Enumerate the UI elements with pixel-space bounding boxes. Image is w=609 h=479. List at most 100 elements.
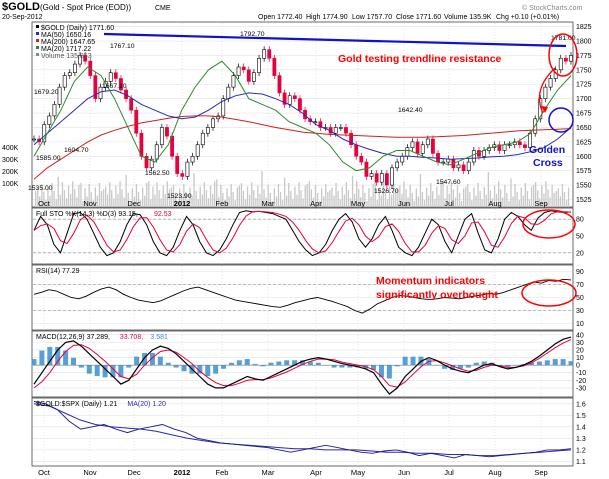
volume-bar	[421, 192, 424, 207]
volume-bar	[537, 190, 539, 207]
y-tick-label: -10	[576, 370, 586, 377]
macd-histogram-bar	[386, 365, 392, 379]
legend-swatch	[36, 25, 39, 28]
volume-bar	[47, 187, 49, 207]
candle-body	[548, 78, 553, 88]
volume-bar	[481, 199, 483, 207]
volume-bar	[473, 187, 475, 207]
macd-histogram-bar	[544, 360, 550, 366]
macd-histogram-bar	[126, 365, 132, 368]
volume-bar	[218, 197, 220, 207]
volume-bar	[467, 183, 469, 207]
volume-bar	[170, 187, 173, 207]
volume-bar	[45, 200, 47, 207]
annotation-overbought: significantly overbought	[376, 289, 498, 301]
legend-swatch	[36, 46, 39, 49]
rsi-line	[33, 278, 572, 314]
macd-histogram-bar	[426, 359, 432, 366]
legend-entry: 92.53	[154, 211, 172, 218]
volume-bar	[63, 190, 66, 207]
volume-bar	[98, 183, 101, 207]
arrow-head	[541, 106, 548, 113]
volume-bar	[242, 191, 245, 207]
volume-bar	[504, 184, 506, 207]
candle-body	[344, 127, 348, 134]
volume-bar	[498, 181, 500, 207]
y-tick-label: 10	[576, 355, 584, 362]
macd-histogram-bar	[481, 361, 487, 366]
legend-swatch	[36, 53, 39, 56]
volume-bar	[557, 188, 559, 207]
annotations: Gold testing trendline resistance Golden…	[103, 32, 578, 307]
macd-histogram-bar	[63, 350, 69, 366]
ma200-line	[33, 115, 572, 180]
macd-line	[33, 336, 572, 395]
candle-body	[431, 138, 435, 154]
legend-entry: MA(200) 1647.65	[41, 39, 95, 46]
volume-bar	[306, 183, 308, 207]
volume-bar	[259, 193, 261, 207]
month-label-top: Feb	[216, 199, 229, 208]
volume-bar	[82, 201, 84, 207]
volume-bar	[506, 192, 508, 207]
volume-bar	[137, 192, 140, 207]
volume-bar	[281, 200, 284, 207]
volume-bar	[177, 201, 179, 207]
volume-bar	[288, 183, 290, 207]
rsi-overbought-circle	[521, 279, 577, 307]
y-tick-label: 1725	[576, 82, 592, 89]
volume-bar	[510, 178, 512, 207]
symbol-label: $GOLD	[2, 1, 40, 13]
y-tick-label: 1650	[576, 125, 592, 132]
volume-bar	[514, 183, 516, 207]
y-tick-label: 80	[576, 217, 584, 224]
candle-body	[231, 75, 236, 88]
resistance-trendline	[103, 32, 567, 48]
price-callout: 1604.70	[64, 147, 89, 154]
volume-bar	[226, 188, 228, 207]
candle-body	[211, 118, 215, 128]
candle-body	[390, 167, 394, 186]
candle-body	[558, 58, 563, 71]
volume-bar	[133, 196, 136, 207]
macd-histogram-bar	[410, 356, 416, 366]
candle-body	[78, 55, 82, 65]
y-tick-label: 1.6	[576, 401, 586, 408]
volume-bar	[228, 196, 230, 207]
candle-body	[502, 144, 507, 151]
volume-value: Volume 135.9K	[444, 14, 492, 21]
legend-entry: 33.708,	[120, 334, 143, 341]
close-value: Close 1771.60	[396, 14, 441, 21]
macd-histogram-bar	[315, 362, 321, 366]
volume-bar	[547, 189, 549, 207]
y-tick-label: 1.4	[576, 424, 586, 431]
candle-body	[298, 98, 302, 111]
macd-histogram-bar	[276, 361, 282, 366]
sto-k-line	[33, 210, 572, 257]
candle-body	[175, 155, 180, 174]
candle-body	[420, 144, 425, 154]
macd-histogram-bar	[378, 365, 384, 378]
candle-body	[73, 63, 77, 74]
candle-body	[252, 72, 256, 82]
month-label-bottom: Feb	[216, 468, 229, 477]
volume-bar	[127, 192, 129, 207]
y-tick-label: 1675	[576, 111, 592, 118]
volume-bar	[152, 186, 154, 207]
volume-bar	[207, 198, 210, 207]
candle-body	[333, 127, 338, 134]
macd-histogram-bar	[47, 346, 53, 366]
y-tick-label: -20	[576, 378, 586, 385]
volume-bar	[269, 192, 271, 207]
macd-histogram-bar	[560, 359, 566, 366]
macd-histogram-bar	[552, 359, 558, 366]
macd-histogram-bar	[102, 365, 108, 378]
volume-bar	[209, 185, 212, 207]
volume-bar	[465, 186, 467, 207]
macd-histogram-bar	[94, 365, 100, 377]
volume-bar	[524, 183, 526, 207]
volume-bar	[244, 199, 247, 207]
volume-bar	[399, 185, 401, 207]
volume-bar	[343, 194, 345, 207]
volume-bar	[487, 172, 489, 207]
